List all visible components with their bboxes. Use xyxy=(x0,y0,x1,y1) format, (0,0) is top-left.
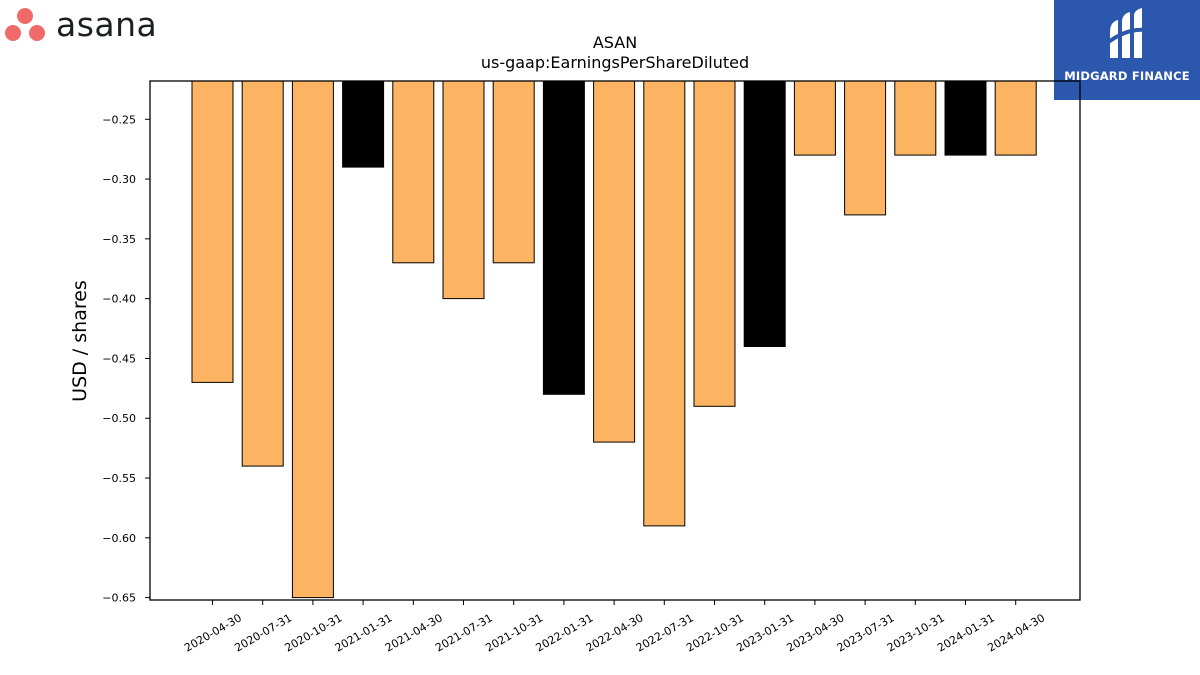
asana-logo: asana xyxy=(4,4,157,44)
midgard-finance-wordmark: MIDGARD FINANCE xyxy=(1064,69,1190,83)
bar-2020-07-31 xyxy=(241,80,284,467)
bar-2022-04-30 xyxy=(593,80,636,443)
plot-frame xyxy=(149,80,1081,601)
y-tick-label: −0.60 xyxy=(102,532,136,545)
bar-2021-10-31 xyxy=(492,80,535,264)
bar-2024-04-30 xyxy=(994,80,1037,156)
bar-2020-04-30 xyxy=(191,80,234,383)
y-axis-label: USD / shares xyxy=(69,280,91,402)
asana-dots-icon xyxy=(5,8,45,41)
chart-title: ASAN xyxy=(593,33,637,52)
bar-2022-07-31 xyxy=(643,80,686,527)
bars-group xyxy=(191,80,1037,599)
bar-2020-10-31 xyxy=(291,80,334,599)
y-tick-label: −0.45 xyxy=(102,352,136,365)
bar-2021-01-31 xyxy=(342,80,385,168)
y-tick-label: −0.40 xyxy=(102,293,136,306)
asana-wordmark: asana xyxy=(56,4,158,44)
bar-2021-04-30 xyxy=(392,80,435,264)
y-ticks-group: −0.25 −0.30 −0.35 −0.40 −0.45 −0.50 −0.55 −0.60… xyxy=(102,113,150,605)
bar-2023-07-31 xyxy=(844,80,887,216)
x-ticks-group: 2020-04-302020-07-312020-10-312021-01-31… xyxy=(182,600,1047,655)
y-tick-label: −0.55 xyxy=(102,472,136,485)
y-tick-label: −0.25 xyxy=(102,113,136,126)
y-tick-label: −0.30 xyxy=(102,173,136,186)
x-tick-label: 2024-04-30 xyxy=(985,611,1047,654)
bar-2022-10-31 xyxy=(693,80,736,407)
bar-2022-01-31 xyxy=(542,80,585,395)
y-tick-label: −0.50 xyxy=(102,412,136,425)
bar-2021-07-31 xyxy=(442,80,485,300)
midgard-finance-logo: MIDGARD FINANCE xyxy=(1054,0,1200,100)
y-tick-label: −0.35 xyxy=(102,233,136,246)
bar-2023-04-30 xyxy=(793,80,836,156)
bar-2023-01-31 xyxy=(743,80,786,347)
midgard-emblem-icon xyxy=(1104,8,1147,58)
chart-subtitle: us-gaap:EarningsPerShareDiluted xyxy=(481,53,749,72)
bar-2023-10-31 xyxy=(894,80,937,156)
bar-2024-01-31 xyxy=(944,80,987,156)
y-tick-label: −0.65 xyxy=(102,592,136,605)
